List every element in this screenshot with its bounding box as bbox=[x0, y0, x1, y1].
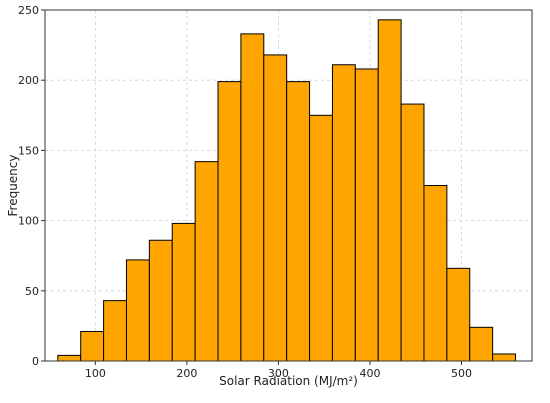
x-tick-label: 500 bbox=[451, 367, 472, 380]
histogram-bar bbox=[171, 222, 196, 362]
histogram-bar bbox=[80, 331, 105, 362]
ticks-layer: 100 200 300 400 500 0 50 100 150 200 250 bbox=[18, 4, 472, 380]
x-tick-label: 100 bbox=[85, 367, 106, 380]
x-axis-label: Solar Radiation (MJ/m²) bbox=[219, 374, 358, 388]
x-tick-label: 200 bbox=[176, 367, 197, 380]
plot-frame bbox=[44, 9, 533, 362]
x-tick-label: 400 bbox=[359, 367, 380, 380]
y-tick-label: 200 bbox=[18, 74, 39, 87]
histogram-bar bbox=[240, 33, 265, 362]
histogram-bar bbox=[400, 103, 425, 362]
histogram-bar bbox=[57, 354, 82, 362]
y-tick-label: 250 bbox=[18, 4, 39, 17]
histogram-bar bbox=[492, 353, 517, 362]
histogram-bar bbox=[217, 81, 242, 362]
y-tick-label: 0 bbox=[32, 355, 39, 368]
histogram-bar bbox=[377, 19, 402, 362]
y-tick-label: 150 bbox=[18, 144, 39, 157]
histogram-bar bbox=[148, 239, 173, 362]
histogram-bar bbox=[125, 259, 150, 362]
bars-layer bbox=[57, 19, 517, 362]
y-tick-label: 50 bbox=[25, 285, 39, 298]
histogram-bar bbox=[309, 114, 333, 362]
histogram-bar bbox=[194, 161, 219, 362]
histogram-bar bbox=[354, 68, 379, 362]
histogram-bar bbox=[103, 300, 127, 362]
histogram-bar bbox=[286, 81, 311, 362]
histogram-bar bbox=[263, 54, 288, 362]
x-tick-label: 300 bbox=[268, 367, 289, 380]
y-axis-label: Frequency bbox=[6, 155, 20, 217]
histogram-bar bbox=[446, 267, 471, 362]
y-tick-label: 100 bbox=[18, 215, 39, 228]
histogram-bar bbox=[331, 64, 356, 362]
histogram-bar bbox=[423, 185, 448, 362]
histogram-bar bbox=[469, 326, 494, 362]
